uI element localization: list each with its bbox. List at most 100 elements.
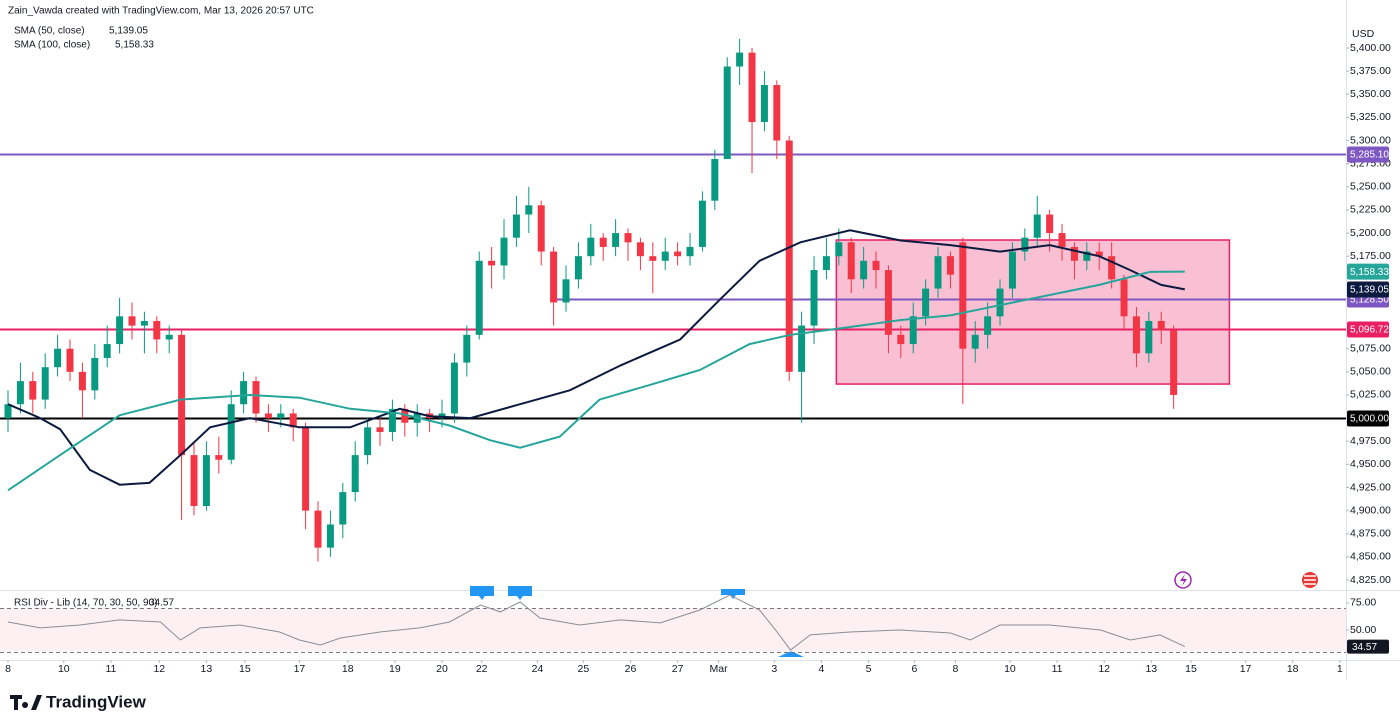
candle-body	[1170, 330, 1178, 395]
candle-body	[512, 214, 520, 238]
candle-body	[748, 52, 756, 123]
rsi-tick-label: 50.00	[1350, 624, 1376, 636]
bear-flag	[470, 586, 494, 600]
candle-body	[711, 159, 719, 201]
candle-body	[946, 256, 954, 275]
x-tick-label: 1	[1337, 663, 1343, 675]
bull-flag	[778, 651, 804, 657]
candle-body	[78, 371, 86, 391]
y-tick-label: 5,400.00	[1350, 42, 1391, 54]
x-tick-label: 11	[105, 663, 116, 675]
currency-label: USD	[1352, 28, 1375, 40]
candle-body	[4, 404, 12, 419]
candle-body	[116, 316, 124, 345]
x-tick-label: 10	[1004, 663, 1016, 675]
candle-body	[128, 316, 136, 326]
candle-body	[1058, 233, 1066, 247]
candle-body	[364, 427, 372, 456]
level-label: 5,128.50	[1350, 295, 1389, 306]
region-flag-stripes	[1304, 575, 1316, 585]
candle-body	[376, 427, 384, 432]
x-tick-label: 10	[58, 663, 70, 675]
bear-flag	[508, 586, 532, 600]
candle-body	[202, 455, 210, 506]
y-tick-label: 5,325.00	[1350, 111, 1391, 123]
candle-body	[922, 288, 930, 317]
sma50-legend-value: 5,139.05	[109, 26, 148, 37]
candle-body	[1108, 256, 1116, 280]
y-tick-label: 4,825.00	[1350, 574, 1391, 586]
candle-body	[661, 251, 669, 261]
x-tick-label: 4	[819, 663, 825, 675]
y-tick-label: 5,250.00	[1350, 181, 1391, 193]
candle-body	[736, 52, 744, 67]
candle-body	[909, 316, 917, 345]
x-tick-label: 8	[952, 663, 958, 675]
candle-body	[16, 381, 24, 405]
candle-body	[674, 251, 682, 257]
candle-body	[1083, 251, 1091, 261]
sma-price-label: 5,139.05	[1350, 285, 1389, 296]
level-label-bg	[1347, 321, 1389, 338]
candle-body	[178, 334, 186, 456]
x-tick-label: 26	[625, 663, 637, 675]
candle-body	[1157, 320, 1165, 331]
y-tick-label: 5,200.00	[1350, 227, 1391, 239]
candle-body	[475, 260, 483, 335]
candle-body	[810, 270, 818, 326]
candle-body	[537, 205, 545, 252]
x-tick-label: 3	[771, 663, 777, 675]
rsi-value-bg	[1347, 639, 1389, 654]
candle-body	[1046, 214, 1054, 234]
candle-body	[760, 85, 768, 123]
candle-body	[153, 320, 161, 340]
rsi-band	[0, 608, 1346, 652]
y-tick-label: 5,175.00	[1350, 250, 1391, 262]
candle-body	[500, 237, 508, 266]
candle-body	[798, 325, 806, 372]
candle-body	[289, 413, 297, 428]
candle-body	[351, 455, 359, 493]
candle-body	[1021, 237, 1029, 252]
range-box	[835, 239, 1231, 385]
candle-body	[41, 367, 49, 400]
candle-body	[897, 334, 905, 345]
candle-body	[29, 381, 37, 400]
x-tick-label: 5	[866, 663, 872, 675]
candle-body	[264, 413, 272, 419]
sma-price-label-bg	[1347, 263, 1389, 280]
y-tick-label: 5,300.00	[1350, 134, 1391, 146]
candle-body	[401, 408, 409, 423]
candle-body	[574, 256, 582, 280]
x-tick-label: 18	[342, 663, 354, 675]
candle-body	[240, 381, 248, 405]
candle-body	[636, 242, 644, 257]
y-tick-label: 5,375.00	[1350, 65, 1391, 77]
rsi-legend-value: 34.57	[149, 598, 174, 609]
rsi-legend: RSI Div - Lib (14, 70, 30, 50, 90)	[14, 598, 157, 609]
level-label: 5,000.00	[1350, 414, 1389, 425]
candle-body	[140, 320, 148, 326]
candle-body	[326, 524, 334, 548]
candle-body	[1008, 251, 1016, 289]
x-tick-label: 13	[201, 663, 213, 675]
candle-body	[463, 334, 471, 363]
candle-body	[599, 237, 607, 247]
candle-body	[215, 455, 223, 460]
alert-icon[interactable]	[1174, 571, 1192, 589]
candle-body	[835, 242, 843, 257]
level-label: 5,285.10	[1350, 150, 1389, 161]
credit: Zain_Vawda created with TradingView.com,…	[8, 6, 314, 17]
candle-body	[1145, 320, 1153, 354]
alert-icon-bolt	[1180, 574, 1187, 586]
y-tick-label: 5,225.00	[1350, 204, 1391, 216]
candle-body	[971, 334, 979, 349]
candle-body	[91, 357, 99, 391]
x-tick-label: 27	[672, 663, 684, 675]
rsi-tick-label: 75.00	[1350, 597, 1376, 609]
x-tick-label: 17	[294, 663, 306, 675]
sma-line	[7, 270, 1185, 492]
candle-body	[1095, 251, 1103, 257]
candle-body	[723, 66, 731, 160]
